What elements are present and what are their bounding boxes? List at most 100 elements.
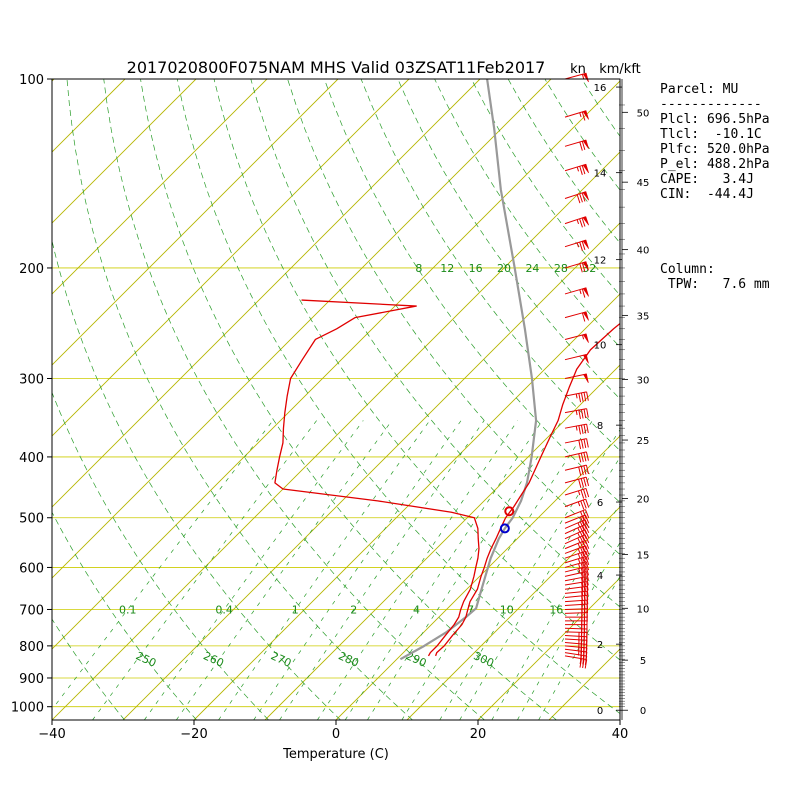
mixing-ratio-label: 1: [292, 603, 299, 616]
x-tick-label: −20: [180, 727, 207, 742]
kft-tick-label: 5: [640, 656, 646, 667]
panel-line: [660, 217, 770, 232]
barb-staff: [564, 373, 587, 379]
barb-full: [581, 288, 586, 298]
panel-line: Tlcl: -10.1C: [660, 127, 762, 142]
kft-tick-label: 30: [637, 375, 650, 386]
barb-full: [578, 393, 582, 403]
barb-staff: [564, 261, 587, 269]
isotherm: [52, 151, 620, 720]
el-marker: [504, 506, 515, 517]
barb-full: [586, 423, 589, 434]
mixing-ratio-label: 4: [413, 603, 420, 616]
mixing-ratio-line: [218, 420, 431, 720]
p-tick-label: 200: [19, 262, 44, 277]
barb-half: [577, 522, 581, 528]
barb-full: [583, 581, 587, 591]
dry-adiabat-label: 250: [134, 649, 159, 670]
kft-tick-label: 50: [637, 108, 650, 119]
barb-full: [582, 525, 587, 535]
barb-staff: [564, 333, 587, 340]
barb-full: [580, 424, 584, 434]
barb-full: [583, 424, 587, 434]
barb-full: [584, 514, 590, 524]
barb-half: [577, 543, 581, 548]
wind-barb: [564, 451, 589, 463]
barb-half: [575, 410, 578, 416]
barb-full: [582, 499, 587, 509]
barb-full: [581, 586, 584, 597]
barb-full: [582, 520, 587, 530]
barb-flag: [582, 72, 589, 83]
mixing-ratio-line: [317, 420, 519, 720]
kft-tick-label: 25: [637, 436, 650, 447]
barb-full: [580, 577, 584, 587]
wind-barb: [564, 139, 589, 151]
barb-full: [579, 166, 583, 175]
barb-half: [577, 558, 581, 564]
isotherm-label: 16: [469, 262, 483, 275]
wind-barb: [564, 354, 589, 364]
barb-full: [582, 535, 587, 545]
barb-full: [584, 509, 590, 519]
barb-staff: [564, 311, 587, 319]
wind-barb: [564, 72, 589, 83]
barb-full: [579, 531, 585, 541]
wind-barb: [564, 287, 589, 298]
barb-full: [581, 312, 586, 322]
barb-full: [582, 510, 587, 520]
barb-full: [582, 515, 587, 525]
p-tick-label: 300: [19, 372, 44, 387]
barb-full: [581, 111, 586, 121]
panel-line: Plcl: 696.5hPa: [660, 112, 770, 127]
barb-half: [577, 548, 581, 553]
barb-flag: [582, 333, 589, 343]
wind-barb: [564, 261, 589, 273]
barb-staff: [564, 599, 587, 603]
kft-axis-label: km/kft: [599, 62, 641, 77]
barb-full: [580, 466, 584, 476]
barb-full: [585, 451, 589, 461]
barb-flag: [582, 261, 589, 271]
panel-line: CAPE: 3.4J: [660, 172, 754, 187]
panel-line: CIN: -44.4J: [660, 187, 754, 202]
barb-full: [581, 591, 584, 601]
parcel-info-panel: Parcel: MU ------------- Plcl: 696.5hPa Tlc…: [660, 82, 770, 292]
barb-full: [579, 218, 583, 228]
dry-adiabat: [52, 618, 125, 720]
barb-full: [579, 536, 585, 546]
barb-staff: [564, 438, 587, 444]
wind-barb: [564, 408, 589, 420]
wind-barb: [564, 438, 589, 450]
dry-adiabat: [176, 79, 620, 715]
barb-half: [581, 334, 585, 340]
barb-staff: [564, 638, 587, 641]
barb-full: [584, 534, 590, 544]
dry-adiabat: [66, 79, 413, 720]
barb-staff: [564, 476, 587, 484]
parcel-trace: [399, 79, 538, 661]
barb-staff: [564, 608, 588, 610]
temperature-trace: [434, 322, 620, 657]
barb-full: [578, 466, 582, 476]
chart-title: 2017020800F075NAM MHS Valid 03ZSAT11Feb2…: [127, 58, 546, 77]
barb-staff: [564, 391, 587, 397]
x-tick-label: −40: [38, 727, 65, 742]
barb-full: [586, 586, 589, 596]
barb-full: [580, 478, 584, 488]
x-tick-label: 40: [612, 727, 629, 742]
barb-half: [577, 537, 581, 543]
barb-full: [585, 488, 590, 498]
mixing-ratio-line: [144, 420, 364, 720]
km-tick-label: 14: [594, 169, 607, 180]
mixing-ratio-line: [517, 541, 620, 720]
mixing-ratio-label: 16: [549, 603, 563, 616]
km-tick-label: 12: [594, 256, 607, 267]
barb-full: [583, 562, 587, 572]
isotherm: [52, 79, 126, 153]
barb-full: [580, 557, 585, 567]
dry-adiabat: [287, 79, 620, 555]
panel-line: [660, 202, 770, 217]
barb-half: [577, 650, 580, 656]
barb-staff: [564, 408, 587, 414]
